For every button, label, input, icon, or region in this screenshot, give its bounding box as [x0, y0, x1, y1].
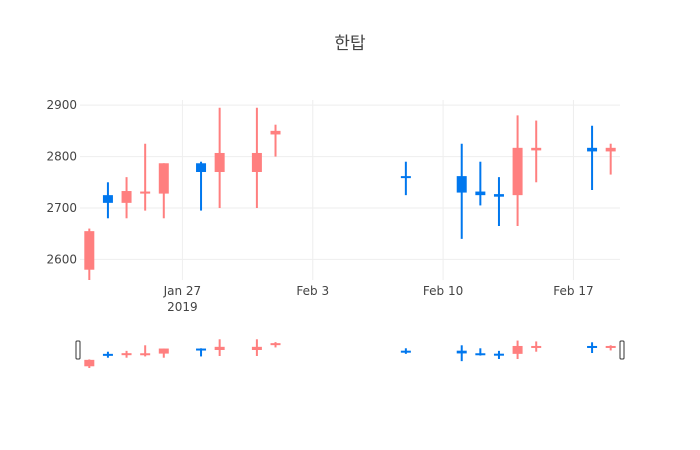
slider-candle [84, 359, 95, 368]
candle-body [102, 353, 113, 356]
candle-body [605, 345, 616, 348]
candle [456, 143, 467, 239]
candle [140, 143, 151, 211]
x-axis-ticks: Jan 27 2019 Feb 3 Feb 10 Feb 17 [163, 284, 594, 314]
candle [531, 120, 542, 183]
candle [84, 228, 95, 280]
candle-body [531, 147, 542, 151]
slider-candle [214, 339, 225, 356]
y-tick-label: 2700 [46, 201, 77, 215]
candle-body [587, 345, 598, 348]
candle-body [605, 147, 616, 152]
candle [493, 177, 504, 226]
slider-candle [158, 348, 169, 358]
candle-body [493, 353, 504, 356]
candle-body [214, 346, 225, 350]
slider-candle [475, 348, 486, 356]
candle [251, 107, 262, 208]
slider-candle [196, 348, 207, 357]
candle [196, 161, 207, 211]
candle-body [140, 191, 151, 194]
slider-candle [251, 339, 262, 356]
candle-body [475, 191, 486, 196]
candle-body [158, 348, 169, 354]
slider-candle [605, 345, 616, 351]
candle-body [475, 353, 486, 356]
slider-candle [456, 345, 467, 362]
candle-body [456, 350, 467, 354]
y-tick-label: 2600 [46, 252, 77, 266]
slider-candle [400, 348, 411, 354]
candle [400, 161, 411, 196]
candle [605, 143, 616, 175]
candle [475, 161, 486, 206]
candle-body [587, 147, 598, 152]
candle-body [512, 345, 523, 354]
candle [587, 125, 598, 190]
candles-layer [84, 107, 616, 280]
candle-body [121, 191, 132, 203]
x-tick-label: Feb 10 [423, 284, 463, 298]
candle-body [531, 345, 542, 348]
candle-body [512, 147, 523, 196]
candle [214, 107, 225, 208]
y-tick-label: 2800 [46, 150, 77, 164]
slider-candle [531, 341, 542, 352]
slider-candle [140, 345, 151, 357]
range-slider[interactable] [75, 339, 625, 368]
candle-body [140, 353, 151, 356]
x-tick-sublabel: 2019 [167, 300, 198, 314]
candle-body [196, 348, 207, 351]
grid-layer [80, 100, 620, 280]
candle-body [493, 194, 504, 197]
candle-body [196, 163, 207, 172]
candle-body [456, 176, 467, 193]
range-slider-left-handle[interactable] [75, 340, 81, 360]
range-slider-right-handle[interactable] [619, 340, 625, 360]
candle [102, 182, 113, 219]
x-tick-label: Jan 27 [163, 284, 202, 298]
candle-body [251, 152, 262, 172]
candle-body [251, 346, 262, 350]
candle-body [102, 195, 113, 203]
candle-body [84, 231, 95, 270]
chart-title: 한탑 [334, 34, 366, 54]
y-axis-ticks: 2600 2700 2800 2900 [46, 98, 77, 266]
candle-body [270, 130, 281, 135]
slider-candle [587, 342, 598, 353]
candle [512, 115, 523, 226]
candle-body [158, 163, 169, 194]
x-tick-label: Feb 3 [296, 284, 329, 298]
slider-candle [512, 340, 523, 359]
slider-candle [270, 342, 281, 348]
y-tick-label: 2900 [46, 98, 77, 112]
candle-body [214, 152, 225, 172]
candle-body [84, 359, 95, 367]
slider-candle [121, 350, 132, 358]
candle-body [121, 353, 132, 356]
x-tick-label: Feb 17 [553, 284, 593, 298]
slider-candle [102, 351, 113, 358]
candle [270, 124, 281, 157]
candle-body [270, 343, 281, 346]
candle [158, 163, 169, 219]
slider-candle [493, 350, 504, 359]
candle [121, 177, 132, 219]
candle-body [400, 350, 411, 353]
candle-body [400, 176, 411, 179]
